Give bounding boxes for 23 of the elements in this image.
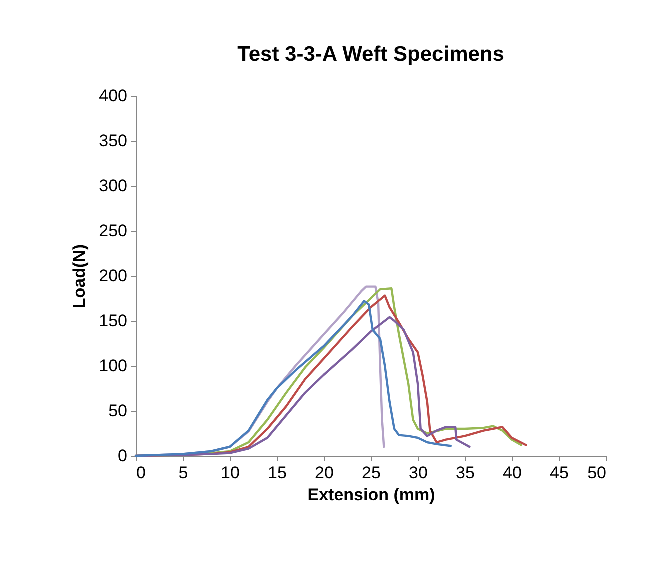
y-tick-label: 100 (99, 356, 128, 376)
y-tick-label: 400 (99, 86, 128, 106)
y-tick-label: 150 (99, 312, 128, 330)
x-tick-label: 5 (178, 464, 188, 482)
x-tick-label: 35 (456, 464, 475, 482)
y-tick-label: 0 (118, 446, 128, 466)
y-tick-label: 50 (108, 402, 128, 420)
x-tick-label: 50 (588, 464, 606, 482)
x-tick-label: 45 (550, 464, 569, 482)
x-axis-title: Extension (mm) (308, 486, 436, 504)
y-axis-title: Load(N) (70, 244, 90, 309)
y-tick-label: 200 (99, 266, 128, 286)
x-tick-label: 0 (136, 464, 146, 482)
x-tick-label: 25 (362, 464, 381, 482)
y-tick-label: 350 (99, 132, 128, 150)
chart-title: Test 3-3-A Weft Specimens (238, 43, 504, 66)
x-tick-label: 40 (503, 464, 522, 482)
y-tick-label: 300 (99, 176, 128, 196)
x-tick-label: 30 (409, 464, 428, 482)
y-tick-label: 250 (99, 222, 128, 240)
x-tick-label: 15 (268, 464, 287, 482)
x-tick-label: 20 (315, 464, 334, 482)
x-tick-label: 10 (221, 464, 240, 482)
